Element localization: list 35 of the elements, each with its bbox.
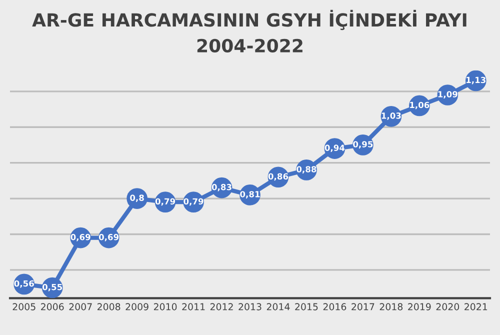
data-label: 0,94 [324, 144, 345, 152]
data-label: 1,13 [466, 76, 486, 84]
data-label: 0,8 [130, 194, 144, 202]
x-tick-label: 2009 [126, 303, 148, 310]
data-label: 0,69 [98, 234, 119, 242]
x-tick-label: 2012 [210, 303, 233, 310]
x-tick-label: 2006 [41, 303, 64, 310]
data-label: 0,69 [70, 234, 90, 242]
x-tick-label: 2017 [352, 303, 374, 310]
data-label: 0,88 [296, 166, 316, 174]
data-label: 0,79 [155, 198, 176, 206]
data-label: 1,03 [382, 112, 401, 120]
x-tick-label: 2020 [436, 303, 460, 310]
data-label: 0,81 [240, 191, 260, 198]
data-label: 0,86 [268, 173, 288, 181]
x-tick-label: 2021 [464, 303, 488, 310]
data-label: 0,55 [42, 284, 62, 292]
x-tick-label: 2011 [182, 303, 205, 310]
x-tick-label: 2013 [238, 303, 262, 310]
data-label: 0,79 [184, 198, 204, 206]
data-label: 1,09 [438, 91, 458, 98]
x-tick-label: 2019 [408, 303, 431, 310]
x-tick-label: 2015 [295, 303, 318, 310]
data-label: 0,56 [14, 280, 34, 288]
x-tick-label: 2008 [98, 303, 120, 310]
data-label: 1,06 [410, 102, 430, 110]
data-label: 0,95 [353, 141, 373, 148]
x-tick-label: 2010 [154, 303, 177, 310]
x-tick-label: 2007 [69, 303, 92, 310]
x-tick-label: 2014 [266, 303, 290, 310]
x-tick-label: 2005 [12, 303, 36, 310]
x-tick-label: 2018 [380, 303, 403, 310]
x-tick-label: 2016 [323, 303, 346, 310]
chart-title: AR-GE HARCAMASININ GSYH İÇİNDEKİ PAYI 2004-2022 [32, 10, 466, 52]
data-label: 0,83 [212, 184, 232, 192]
